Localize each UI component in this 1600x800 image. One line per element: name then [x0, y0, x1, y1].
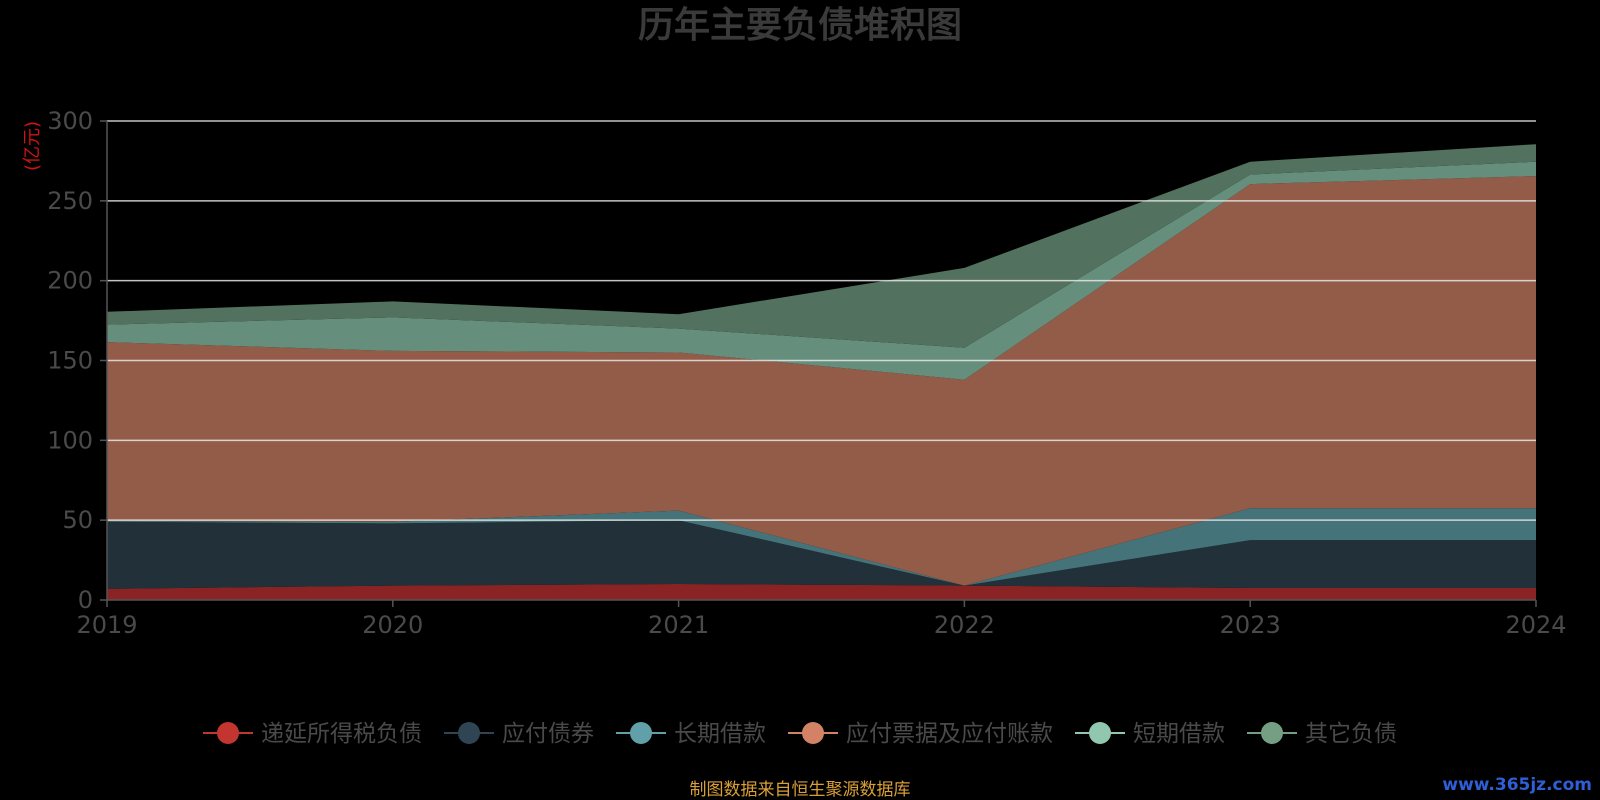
plot-area: 0 50 100 150 200 250 300 2019 2020 2021 2022 2023 20…: [47, 107, 1566, 639]
legend-label-4: 应付票据及应付账款: [846, 721, 1053, 747]
legend-marker-5: [1089, 722, 1111, 744]
y-tick-label-0: 0: [78, 586, 93, 614]
legend-item-6: 其它负债: [1247, 721, 1397, 747]
legend-item-1: 递延所得税负债: [203, 721, 422, 747]
area-series-1: [107, 584, 1536, 600]
area-series-5: [107, 161, 1536, 380]
x-tick-label-2022: 2022: [934, 611, 995, 639]
x-tick-label-2019: 2019: [76, 611, 137, 639]
x-tick-label-2023: 2023: [1220, 611, 1281, 639]
y-tick-label-50: 50: [62, 506, 93, 534]
x-tick-label-2024: 2024: [1505, 611, 1566, 639]
legend-label-3: 长期借款: [674, 721, 766, 747]
x-tick-label-2021: 2021: [648, 611, 709, 639]
area-series-2: [107, 520, 1536, 589]
legend-marker-2: [458, 722, 480, 744]
watermark: www.365jz.com: [1442, 775, 1592, 795]
y-tick-label-250: 250: [47, 187, 93, 215]
legend-marker-1: [217, 722, 239, 744]
legend-item-3: 长期借款: [616, 721, 766, 747]
area-series-6: [107, 144, 1536, 348]
legend-label-6: 其它负债: [1305, 721, 1397, 747]
area-series-4: [107, 176, 1536, 586]
y-tick-label-150: 150: [47, 347, 93, 375]
y-tick-label-200: 200: [47, 267, 93, 295]
y-tick-label-300: 300: [47, 107, 93, 135]
legend-item-2: 应付债券: [444, 721, 594, 747]
chart-title: 历年主要负债堆积图: [638, 5, 962, 46]
legend-label-5: 短期借款: [1133, 721, 1225, 747]
legend-item-5: 短期借款: [1075, 721, 1225, 747]
legend: 递延所得税负债 应付债券 长期借款 应付票据及应付账款 短期借款 其它负债: [203, 721, 1397, 747]
data-source-note: 制图数据来自恒生聚源数据库: [690, 780, 911, 800]
legend-marker-4: [802, 722, 824, 744]
legend-marker-3: [630, 722, 652, 744]
x-tick-label-2020: 2020: [362, 611, 423, 639]
legend-label-1: 递延所得税负债: [261, 721, 422, 747]
y-axis-unit-label: (亿元): [22, 121, 43, 171]
area-series-3: [107, 508, 1536, 586]
legend-item-4: 应付票据及应付账款: [788, 721, 1053, 747]
legend-label-2: 应付债券: [502, 721, 594, 747]
y-tick-label-100: 100: [47, 426, 93, 454]
legend-marker-6: [1261, 722, 1283, 744]
